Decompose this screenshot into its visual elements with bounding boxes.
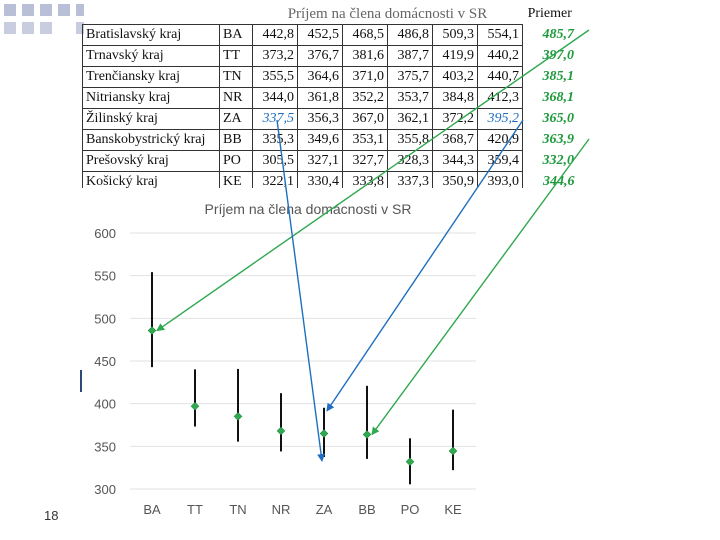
x-tick-label: PO bbox=[401, 502, 420, 517]
value-cell: 330,4 bbox=[297, 171, 343, 193]
average-point bbox=[190, 401, 200, 411]
annotation-arrow bbox=[371, 138, 590, 436]
value-cell: 412,3 bbox=[477, 87, 523, 109]
x-tick-label: ZA bbox=[316, 502, 333, 517]
table-row: Bratislavský kraj BA 442,8 452,5 468,5 486,8 5… bbox=[82, 24, 578, 46]
x-tick-label: TN bbox=[229, 502, 246, 517]
average-point bbox=[448, 446, 458, 456]
value-cell: 376,7 bbox=[297, 45, 343, 67]
value-cell: 375,7 bbox=[387, 66, 433, 88]
region-name-cell: Trnavský kraj bbox=[82, 45, 220, 67]
average-cell: 397,0 bbox=[542, 48, 575, 63]
y-tick-label: 550 bbox=[94, 269, 116, 284]
x-tick-label: NR bbox=[272, 502, 291, 517]
income-table-container: Príjem na člena domácnosti v SR Priemer … bbox=[82, 4, 642, 193]
value-cell: 486,8 bbox=[387, 24, 433, 46]
average-cell: 368,1 bbox=[542, 90, 575, 105]
average-cell: 485,7 bbox=[542, 27, 575, 42]
slide-number: 18 bbox=[44, 508, 59, 523]
gridlines bbox=[130, 232, 476, 490]
region-name-cell: Banskobystrický kraj bbox=[82, 129, 220, 151]
average-cell: 385,1 bbox=[542, 69, 575, 84]
x-tick-label: KE bbox=[444, 502, 462, 517]
average-cell: 363,9 bbox=[542, 132, 575, 147]
x-tick-label: BA bbox=[143, 502, 161, 517]
average-point bbox=[319, 429, 329, 438]
y-tick-label: 500 bbox=[94, 311, 116, 326]
y-tick-label: 450 bbox=[94, 354, 116, 369]
value-cell: 355,8 bbox=[387, 129, 433, 151]
table-title: Príjem na člena domácnosti v SR bbox=[287, 5, 488, 22]
average-cell: 344,6 bbox=[543, 174, 575, 189]
value-cell: 353,1 bbox=[342, 129, 388, 151]
annotation-arrow bbox=[156, 29, 590, 332]
average-point bbox=[362, 430, 372, 439]
annotation-arrow bbox=[326, 119, 524, 412]
value-cell: 468,5 bbox=[342, 24, 388, 46]
value-cell: 368,7 bbox=[432, 129, 478, 151]
value-cell: 440,2 bbox=[477, 45, 523, 67]
region-name-cell: Bratislavský kraj bbox=[82, 24, 220, 46]
region-code-cell: BB bbox=[219, 129, 253, 151]
value-cell: 327,7 bbox=[342, 150, 388, 172]
x-tick-label: BB bbox=[358, 502, 375, 517]
y-tick-labels: 300 350 400 450 500 550 600 bbox=[94, 226, 116, 497]
average-point bbox=[233, 412, 243, 421]
annotation-arrows bbox=[156, 29, 590, 462]
value-cell: 353,7 bbox=[387, 87, 433, 109]
region-code-cell: PO bbox=[219, 150, 253, 172]
x-tick-label: TT bbox=[187, 502, 203, 517]
y-tick-label: 300 bbox=[94, 482, 116, 497]
table-row: Košický kraj KE 322,1 330,4 333,8 337,3 350,9 3… bbox=[82, 171, 578, 193]
value-cell: 440,7 bbox=[477, 66, 523, 88]
avg-column-header: Priemer bbox=[527, 6, 572, 22]
y-tick-label: 400 bbox=[94, 397, 116, 412]
value-cell: 335,3 bbox=[252, 129, 298, 151]
average-cell: 365,0 bbox=[542, 111, 575, 126]
region-name-cell: Prešovský kraj bbox=[82, 150, 220, 172]
y-tick-label: 350 bbox=[94, 439, 116, 454]
table-row: Prešovský kraj PO 305,5 327,1 327,7 328,3 344,… bbox=[82, 150, 578, 172]
region-code-cell: KE bbox=[219, 171, 253, 193]
value-cell: 328,3 bbox=[387, 150, 433, 172]
average-points bbox=[147, 326, 458, 467]
y-tick-label: 600 bbox=[94, 226, 116, 241]
table-header-row: Príjem na člena domácnosti v SR Priemer bbox=[83, 4, 578, 25]
average-point bbox=[405, 457, 415, 467]
value-cell: 327,1 bbox=[297, 150, 343, 172]
value-cell: 359,4 bbox=[477, 150, 523, 172]
average-point bbox=[147, 326, 157, 335]
average-cell: 332,0 bbox=[542, 153, 575, 168]
value-cell: 344,3 bbox=[432, 150, 478, 172]
average-point bbox=[276, 426, 286, 436]
x-tick-labels: BA TT TN NR ZA BB PO KE bbox=[143, 502, 462, 517]
annotation-arrow bbox=[276, 119, 326, 462]
chart-title: Príjem na člena domácnosti v SR bbox=[205, 201, 412, 217]
table-row: Banskobystrický kraj BB 335,3 349,6 353,1 355… bbox=[82, 129, 578, 151]
slide-decoration bbox=[0, 0, 84, 44]
income-table: Príjem na člena domácnosti v SR Priemer … bbox=[82, 4, 578, 193]
